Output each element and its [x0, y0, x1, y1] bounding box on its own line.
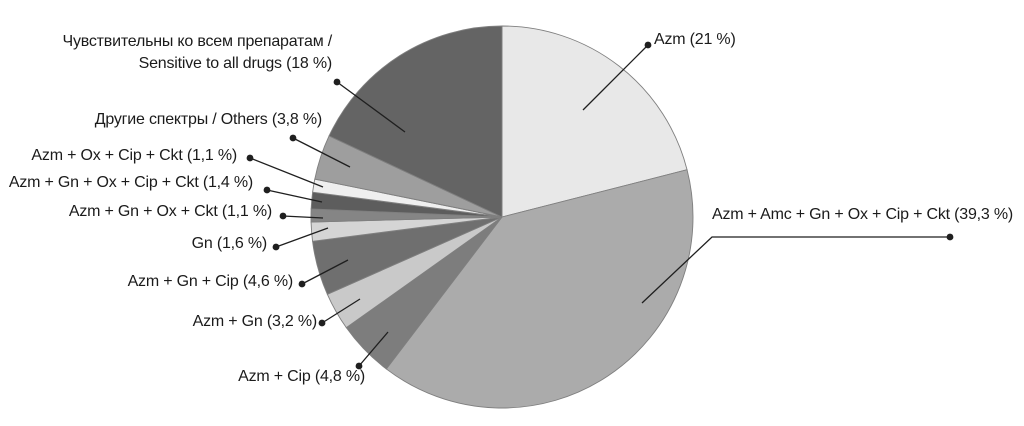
- leader-dot-8: [246, 154, 254, 162]
- slice-label-azm: Azm (21 %): [654, 31, 736, 48]
- leader-dot-1: [946, 233, 954, 241]
- slice-label-sensitive-line1: Чувствительны ко всем препаратам /: [62, 33, 332, 50]
- slice-label-azm-cip: Azm + Cip (4,8 %): [238, 368, 365, 385]
- leader-dot-9: [289, 134, 297, 142]
- leader-line-8: [249, 157, 324, 188]
- leader-line-6: [282, 215, 324, 219]
- slice-label-azm-amc-gn-ox-cip-ckt: Azm + Amc + Gn + Ox + Cip + Ckt (39,3 %): [712, 206, 1014, 223]
- leader-dot-2: [355, 362, 363, 370]
- leader-dot-4: [298, 280, 306, 288]
- leader-line-5: [275, 227, 329, 248]
- leader-dot-6: [279, 212, 287, 220]
- pie-slice-10: [328, 25, 503, 218]
- slice-label-sensitive-to-all-drugs: Чувствительны ко всем препаратам / Sensi…: [62, 31, 332, 75]
- leader-line-9: [292, 137, 351, 168]
- leader-line-1: [641, 236, 950, 304]
- slice-label-azm-gn-ox-ckt: Azm + Gn + Ox + Ckt (1,1 %): [68, 203, 272, 220]
- leader-line-3: [321, 298, 361, 324]
- slice-label-azm-gn-ox-cip-ckt: Azm + Gn + Ox + Cip + Ckt (1,4 %): [8, 174, 253, 191]
- slice-label-others: Другие спектры / Others (3,8 %): [94, 111, 323, 128]
- leader-dot-7: [263, 186, 271, 194]
- leader-line-7: [266, 189, 323, 203]
- pie-slice-1: [385, 169, 694, 409]
- slice-label-sensitive-line2: Sensitive to all drugs (18 %): [138, 55, 333, 72]
- leader-line-10: [336, 81, 406, 133]
- slice-label-azm-gn-cip: Azm + Gn + Cip (4,6 %): [127, 273, 294, 290]
- leader-dot-5: [272, 243, 280, 251]
- slice-label-azm-gn: Azm + Gn (3,2 %): [192, 313, 318, 330]
- leader-line-2: [358, 331, 389, 367]
- slice-label-azm-ox-cip-ckt: Azm + Ox + Cip + Ckt (1,1 %): [31, 147, 237, 164]
- leader-line-0: [582, 44, 649, 111]
- leader-dot-3: [318, 319, 326, 327]
- pie-slice-0: [501, 25, 688, 218]
- leader-line-4: [301, 259, 349, 285]
- leader-dot-0: [644, 41, 652, 49]
- leader-dot-10: [333, 78, 341, 86]
- slice-label-gn: Gn (1,6 %): [191, 235, 268, 252]
